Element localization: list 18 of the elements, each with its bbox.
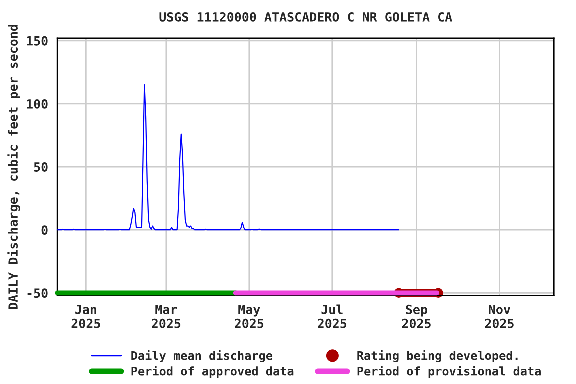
x-tick-label: Nov 2025: [485, 305, 514, 328]
line-series: [58, 84, 400, 231]
y-tick-label: -50: [28, 288, 48, 298]
y-axis-title: DAILY Discharge, cubic feet per second: [8, 24, 20, 310]
legend-label: Rating being developed.: [358, 350, 518, 363]
legend-label: Daily mean discharge: [132, 350, 273, 362]
x-tick-label: Jul 2025: [318, 304, 347, 328]
y-tick-label: 50: [34, 162, 48, 172]
chart-title: USGS 11120000 ATASCADERO C NR GOLETA CA: [160, 12, 452, 22]
y-tick-label: 150: [27, 36, 48, 46]
y-tick-label: 100: [27, 99, 48, 109]
x-tick-label: Jan 2025: [72, 305, 100, 328]
legend-label: Period of provisional data: [358, 366, 541, 378]
y-tick-label: 0: [42, 226, 48, 236]
x-tick-label: Mar 2025: [152, 305, 181, 328]
legend-label: Period of approved data: [132, 366, 294, 378]
x-tick-label: Sep 2025: [402, 304, 431, 328]
x-tick-label: May 2025: [235, 305, 264, 328]
